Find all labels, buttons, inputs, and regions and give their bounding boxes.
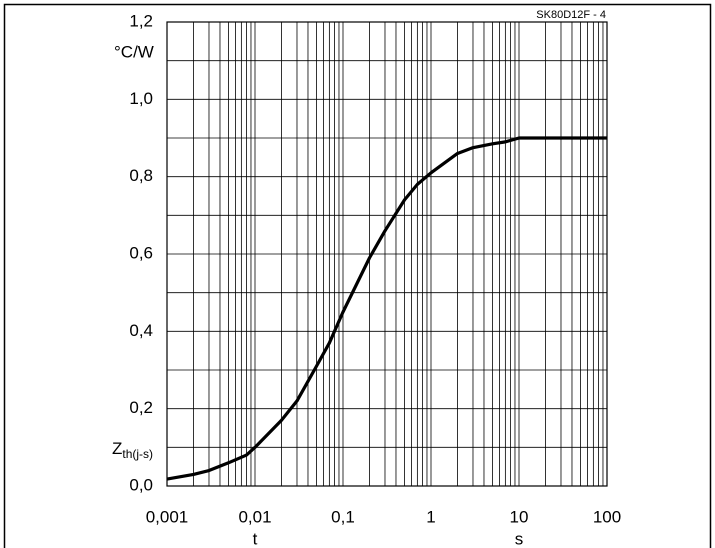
curve <box>166 136 607 481</box>
frame <box>3 3 712 548</box>
y-label-sub: th(j-s) <box>122 447 153 461</box>
x-unit: s <box>515 529 524 548</box>
y-tick-label: 0,0 <box>129 475 153 494</box>
y-tick-label: 0,6 <box>129 243 153 262</box>
y-label-main: Z <box>112 439 122 458</box>
x-tick-label: 1 <box>426 507 435 526</box>
plot-border <box>166 21 608 487</box>
x-label: t <box>253 529 258 548</box>
y-tick-label: 1,0 <box>129 89 153 108</box>
y-tick-label: 0,2 <box>129 398 153 417</box>
y-tick-label: 1,2 <box>129 11 153 30</box>
y-unit: °C/W <box>114 42 154 61</box>
x-tick-label: 10 <box>510 507 529 526</box>
y-tick-label: 0,8 <box>129 166 153 185</box>
y-label: Zth(j-s) <box>112 439 153 461</box>
x-tick-label: 0,001 <box>146 507 189 526</box>
x-tick-label: 100 <box>593 507 621 526</box>
x-tick-label: 0,1 <box>331 507 355 526</box>
annotation: SK80D12F - 4 <box>536 9 606 21</box>
x-tick-label: 0,01 <box>238 507 271 526</box>
y-tick-label: 0,4 <box>129 321 153 340</box>
